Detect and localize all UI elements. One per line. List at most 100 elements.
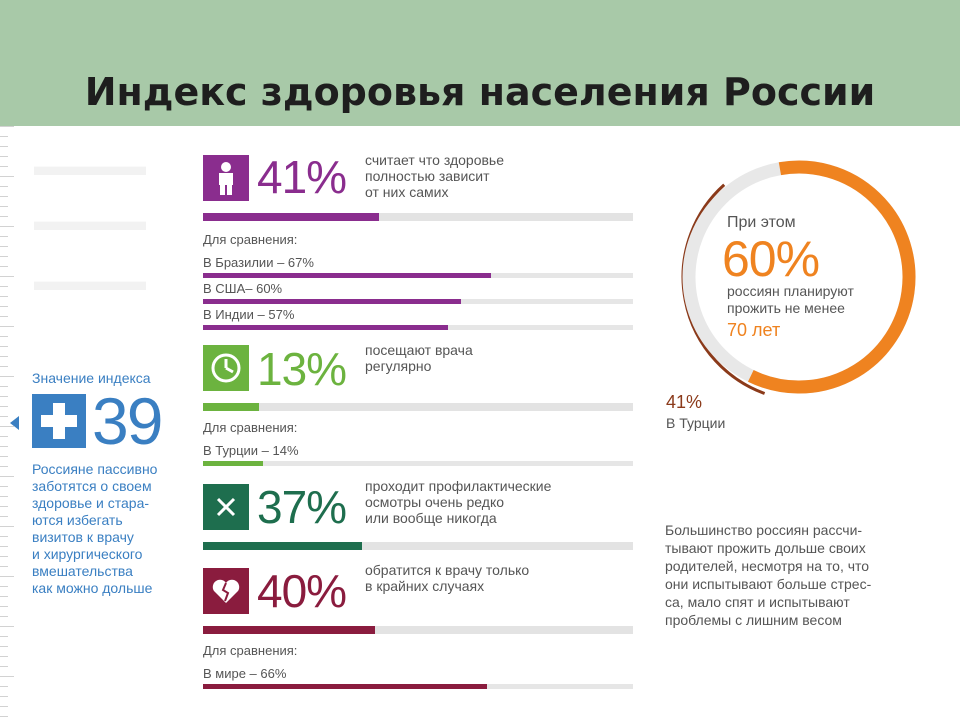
stat-description: проходит профилактические осмотры очень …	[365, 478, 552, 526]
ruler-tick	[0, 506, 8, 507]
header-band	[0, 0, 960, 126]
ruler-tick	[0, 606, 8, 607]
stat-bar-fill	[203, 213, 380, 221]
stat-bar-fill	[203, 542, 363, 550]
stat-bar-fill	[203, 403, 259, 411]
ruler-tick	[0, 366, 8, 367]
index-label: Значение индекса	[32, 370, 151, 386]
ruler-tick	[0, 216, 8, 217]
ruler-tick	[0, 466, 8, 467]
ring-percent: 60%	[722, 231, 820, 287]
ruler-tick	[0, 326, 14, 327]
index-panel: Значение индекса 39 Россияне пассивно за…	[32, 370, 192, 597]
ruler-tick	[0, 256, 8, 257]
ruler-tick	[0, 586, 8, 587]
comparison-label: В Бразилии – 67%	[203, 255, 314, 270]
comparison-label: В мире – 66%	[203, 666, 287, 681]
stat-bar	[203, 403, 633, 411]
comparison-bar	[203, 684, 633, 689]
ruler-tick	[0, 316, 8, 317]
ruler-tick	[0, 136, 8, 137]
comparison-heading: Для сравнения:	[203, 420, 298, 435]
ruler-tick	[0, 186, 8, 187]
ring-arc	[747, 160, 916, 394]
ruler-tick	[0, 556, 8, 557]
index-description: Россияне пассивно заботятся о своем здор…	[32, 461, 158, 596]
stat-percent: 41%	[257, 151, 347, 203]
ruler-tick	[0, 386, 8, 387]
stat-percent: 40%	[257, 565, 347, 617]
ruler-tick	[0, 336, 8, 337]
ruler-tick	[0, 246, 8, 247]
ruler-tick	[0, 206, 8, 207]
stat-bar	[203, 213, 633, 221]
clock-icon	[203, 345, 249, 391]
ruler-tick	[0, 566, 8, 567]
comparison-bar	[203, 273, 633, 278]
ruler-tick	[0, 426, 14, 427]
ruler-tick	[0, 196, 8, 197]
ring-top-text: При этом	[727, 214, 796, 231]
ring-chart	[681, 160, 916, 395]
ruler-tick	[0, 126, 14, 127]
ruler-tick	[0, 576, 14, 577]
ruler-tick	[0, 166, 8, 167]
ruler-tick	[0, 266, 8, 267]
ring-description: россиян планируют прожить не менее	[727, 283, 854, 316]
comparison-heading: Для сравнения:	[203, 232, 298, 247]
ruler-tick	[0, 496, 8, 497]
faded-background-text: ▬▬▬▬	[34, 205, 146, 236]
x-icon	[203, 484, 249, 530]
summary-paragraph: Большинство россиян рассчи- тывают прожи…	[665, 522, 872, 628]
ruler-tick	[0, 696, 8, 697]
ruler-tick	[0, 596, 8, 597]
comparison-label: В Индии – 57%	[203, 307, 295, 322]
index-value-row: 39	[32, 384, 192, 458]
stat-bar	[203, 626, 633, 634]
comparison-bar	[203, 299, 633, 304]
ruler-tick	[0, 306, 8, 307]
person-icon	[203, 155, 249, 201]
ruler-tick	[0, 626, 14, 627]
ruler-tick	[0, 346, 8, 347]
ruler-tick	[0, 676, 14, 677]
comparison-bar-fill	[203, 684, 487, 689]
faded-background-text: ▬▬▬▬	[34, 265, 146, 296]
stat-bar	[203, 542, 633, 550]
ruler-tick	[0, 296, 8, 297]
ring-age: 70 лет	[727, 320, 781, 340]
ruler-tick	[0, 646, 8, 647]
ruler-tick	[0, 656, 8, 657]
ruler-tick	[0, 356, 8, 357]
ruler-tick	[0, 276, 14, 277]
stat-description: обратится к врачу только в крайних случа…	[365, 562, 530, 594]
comparison-heading: Для сравнения:	[203, 643, 298, 658]
ruler-tick	[0, 706, 8, 707]
ruler-tick	[0, 226, 14, 227]
ruler-tick	[0, 536, 8, 537]
faded-background-text: ▬▬▬▬	[34, 150, 146, 181]
comparison-bar	[203, 325, 633, 330]
ruler-tick	[0, 686, 8, 687]
ruler-tick	[0, 476, 14, 477]
index-pointer-icon	[10, 416, 19, 430]
ruler-tick	[0, 286, 8, 287]
comparison-bar-fill	[203, 325, 449, 330]
stat-description: считает что здоровье полностью зависит о…	[365, 152, 505, 200]
broken-heart-icon	[203, 568, 249, 614]
ruler-tick	[0, 486, 8, 487]
ruler-tick	[0, 376, 14, 377]
slide-ruler	[0, 126, 24, 720]
turkey-label: В Турции	[666, 415, 726, 431]
ruler-tick	[0, 456, 8, 457]
ruler-tick	[0, 526, 14, 527]
ruler-tick	[0, 416, 8, 417]
stat-description: посещают врача регулярно	[365, 342, 473, 374]
comparison-bar-fill	[203, 273, 492, 278]
ruler-tick	[0, 636, 8, 637]
comparison-bar-fill	[203, 299, 461, 304]
index-value: 39	[92, 384, 163, 458]
medical-cross-icon	[32, 394, 86, 448]
comparison-bar-fill	[203, 461, 264, 466]
comparison-label: В США– 60%	[203, 281, 283, 296]
